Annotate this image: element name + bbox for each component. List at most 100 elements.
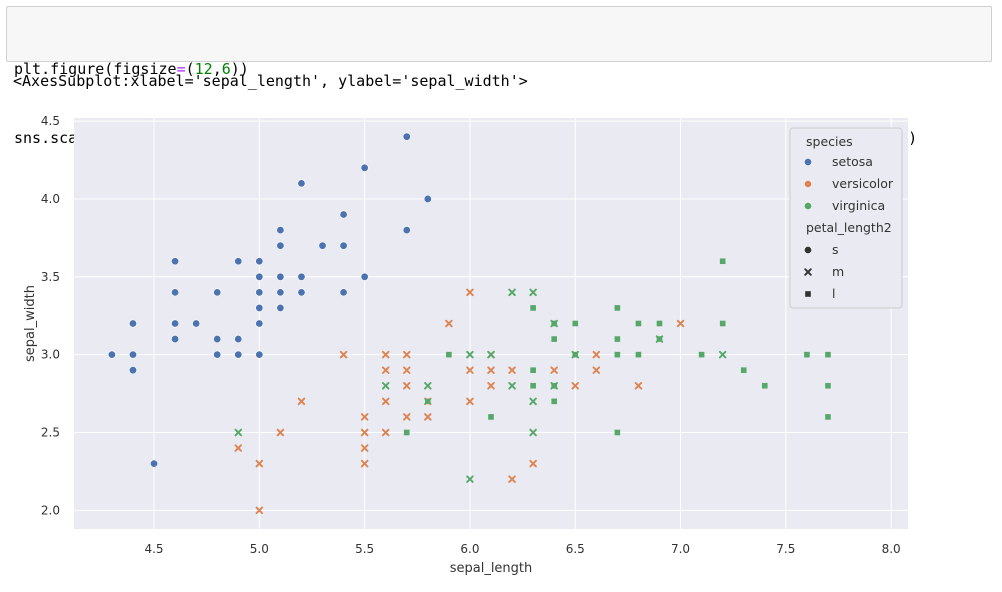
- code-line-2-token: ): [908, 129, 918, 147]
- x-tick-label: 7.5: [776, 542, 795, 556]
- virginica-x-point: [234, 428, 243, 437]
- setosa-circle-point: [360, 272, 369, 281]
- setosa-circle-point: [318, 241, 327, 250]
- legend-label-l: l: [832, 286, 835, 301]
- setosa-circle-point: [171, 319, 180, 328]
- x-tick-label: 7.0: [671, 542, 690, 556]
- versicolor-x-point: [529, 459, 537, 468]
- versicolor-x-point: [634, 382, 643, 390]
- virginica-square-point: [551, 382, 557, 389]
- legend-title-species: species: [806, 134, 853, 149]
- legend-label-setosa: setosa: [832, 154, 873, 169]
- virginica-square-point: [825, 414, 831, 420]
- setosa-circle-point: [213, 335, 222, 344]
- versicolor-x-point: [360, 459, 369, 468]
- versicolor-x-point: [276, 428, 285, 437]
- versicolor-x-point: [403, 382, 411, 390]
- virginica-x-point: [529, 397, 537, 406]
- setosa-circle-point: [423, 194, 432, 203]
- setosa-circle-point: [192, 319, 201, 328]
- versicolor-x-point: [445, 319, 453, 328]
- versicolor-x-point: [381, 397, 390, 406]
- legend-label-virginica: virginica: [832, 198, 885, 213]
- virginica-square-point: [635, 351, 642, 358]
- legend-marker-versicolor: [803, 180, 812, 189]
- versicolor-x-point: [339, 350, 348, 359]
- setosa-circle-point: [276, 241, 285, 250]
- versicolor-x-point: [466, 397, 474, 406]
- setosa-circle-point: [171, 288, 180, 297]
- code-line-1-token: )): [230, 60, 249, 78]
- code-line-1-token: 6: [221, 60, 231, 78]
- versicolor-x-point: [360, 444, 369, 452]
- virginica-x-point: [487, 350, 495, 359]
- y-axis-label: sepal_width: [23, 285, 38, 362]
- setosa-circle-point: [276, 288, 285, 297]
- setosa-circle-point: [360, 163, 369, 172]
- virginica-square-point: [572, 320, 579, 327]
- legend-box: [789, 127, 903, 309]
- code-line-1-token: (: [185, 60, 195, 78]
- versicolor-x-point: [360, 413, 369, 421]
- x-axis-label: sepal_length: [450, 561, 533, 576]
- versicolor-x-point: [255, 459, 264, 468]
- virginica-square-point: [614, 351, 621, 358]
- versicolor-x-point: [550, 366, 558, 374]
- virginica-square-point: [656, 336, 663, 342]
- virginica-square-point: [530, 305, 536, 311]
- setosa-circle-point: [276, 226, 285, 235]
- versicolor-x-point: [571, 382, 579, 390]
- setosa-circle-point: [128, 366, 137, 375]
- setosa-circle-point: [171, 335, 180, 344]
- setosa-circle-point: [297, 179, 306, 188]
- x-tick-label: 5.5: [355, 542, 374, 556]
- y-tick-label: 3.5: [41, 270, 60, 284]
- setosa-circle-point: [339, 210, 348, 219]
- versicolor-x-point: [487, 382, 495, 390]
- virginica-square-point: [719, 320, 726, 327]
- setosa-circle-point: [234, 335, 243, 344]
- legend-marker-m: [804, 268, 812, 276]
- versicolor-x-point: [403, 366, 411, 374]
- x-tick-labels: 4.5 5.0 5.5 6.0 6.5 7.0 7.5 8.0: [144, 542, 900, 556]
- y-tick-label: 2.5: [41, 425, 60, 439]
- y-tick-label: 2.0: [41, 503, 60, 517]
- y-tick-label: 4.0: [41, 192, 60, 206]
- virginica-square-point: [698, 351, 705, 358]
- virginica-square-point: [425, 398, 431, 405]
- x-tick-label: 4.5: [144, 542, 163, 556]
- legend-marker-virginica: [803, 202, 812, 211]
- setosa-circle-point: [339, 288, 348, 297]
- versicolor-x-point: [297, 397, 306, 406]
- versicolor-x-point: [403, 350, 411, 359]
- virginica-square-point: [551, 320, 557, 327]
- setosa-circle-point: [107, 350, 116, 359]
- virginica-x-point: [508, 288, 516, 297]
- versicolor-x-point: [508, 475, 516, 483]
- versicolor-x-point: [381, 366, 390, 374]
- versicolor-x-point: [255, 506, 264, 515]
- setosa-circle-point: [255, 257, 264, 266]
- x-tick-label: 6.0: [460, 542, 479, 556]
- virginica-square-point: [551, 336, 557, 342]
- versicolor-x-point: [403, 413, 411, 421]
- legend-label-s: s: [832, 242, 839, 257]
- virginica-square-point: [551, 398, 557, 405]
- virginica-square-point: [825, 382, 831, 389]
- code-line-1: plt.figure(figsize=(12,6)): [14, 58, 991, 81]
- virginica-square-point: [761, 382, 768, 389]
- y-tick-labels: 2.0 2.5 3.0 3.5 4.0 4.5: [41, 114, 60, 517]
- setosa-circle-point: [234, 350, 243, 359]
- virginica-x-point: [508, 382, 516, 390]
- virginica-x-point: [424, 382, 432, 390]
- code-line-1-token: plt.figure(figsize: [14, 60, 177, 78]
- virginica-square-point: [740, 367, 747, 374]
- versicolor-x-point: [466, 288, 474, 297]
- cell-output-text: <AxesSubplot:xlabel='sepal_length', ylab…: [13, 72, 528, 90]
- setosa-circle-point: [297, 288, 306, 297]
- virginica-x-point: [529, 428, 537, 437]
- virginica-square-point: [488, 414, 494, 420]
- setosa-circle-point: [276, 303, 285, 312]
- y-tick-label: 3.0: [41, 348, 60, 362]
